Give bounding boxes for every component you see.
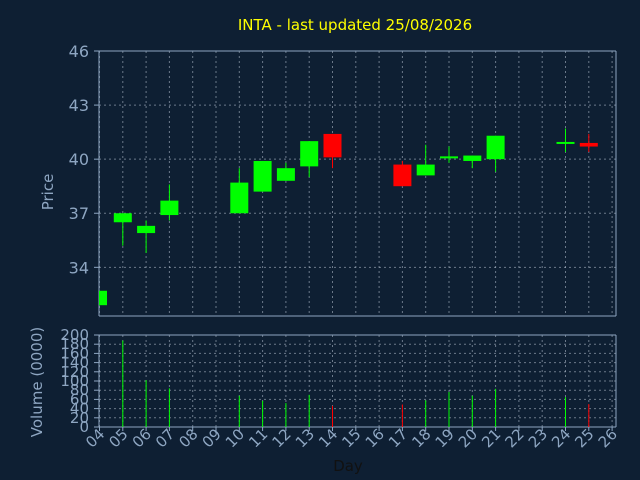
price-y-tick-label: 43 (69, 96, 89, 115)
candle-body (276, 168, 295, 181)
candle-body (393, 164, 412, 187)
volume-y-tick-label: 200 (60, 326, 89, 344)
candle-body (253, 160, 272, 192)
candle-body (416, 164, 435, 176)
candle (253, 160, 272, 192)
candle-body (440, 156, 458, 159)
candle (440, 146, 458, 163)
x-axis-label: Day (333, 457, 363, 475)
volume-y-tick-label: 120 (60, 363, 89, 381)
volume-y-tick-label: 0 (79, 418, 89, 436)
candle (393, 160, 412, 187)
candle-body (230, 182, 249, 214)
volume-axis-label: Volume (0000) (28, 327, 46, 437)
candle (416, 144, 435, 176)
candle-body (486, 135, 505, 160)
candle (160, 184, 179, 221)
candle-body (323, 133, 342, 158)
candle (556, 128, 575, 152)
volume-y-tick-label: 60 (70, 390, 89, 408)
price-y-tick-label: 34 (69, 258, 89, 277)
candle (276, 162, 295, 181)
candle (579, 133, 598, 152)
price-y-tick-label: 46 (69, 42, 89, 61)
price-y-tick-label: 37 (69, 204, 89, 223)
volume-y-tick-label: 160 (60, 344, 89, 362)
x-tick-labels: 0405060708091011121314151617181920212223… (82, 425, 621, 451)
price-grid (99, 50, 616, 316)
price-y-tick-label: 40 (69, 150, 89, 169)
candle (113, 213, 132, 246)
chart-title: INTA - last updated 25/08/2026 (238, 16, 472, 34)
candle-body (137, 225, 156, 234)
volume-y-tick-label: 40 (70, 400, 89, 418)
volume-grid (99, 334, 616, 428)
volume-y-tick-label: 80 (70, 381, 89, 399)
volume-y-tick-label: 20 (70, 409, 89, 427)
candle-body (463, 155, 482, 161)
volume-y-tick-label: 140 (60, 354, 89, 372)
candle (323, 133, 342, 169)
volume-bars (122, 340, 590, 427)
price-frame (98, 50, 617, 317)
volume-frame (98, 334, 617, 428)
price-y-ticks: 34 37 40 43 46 (69, 42, 99, 277)
candle-body (113, 213, 132, 223)
candle-body (300, 141, 319, 167)
candle-body (99, 290, 107, 306)
candle-body (556, 141, 575, 144)
candle-body (579, 142, 598, 147)
x-tick-label: 26 (595, 425, 621, 451)
candles (99, 128, 598, 306)
volume-y-tick-label: 180 (60, 335, 89, 353)
price-axis-label: Price (39, 174, 57, 211)
candle (486, 135, 505, 172)
candle-body (160, 200, 179, 216)
candle (230, 168, 249, 214)
candle (137, 220, 156, 253)
candle (99, 290, 107, 306)
candle (300, 141, 319, 178)
volume-y-tick-label: 100 (60, 372, 89, 390)
candle (463, 155, 482, 169)
